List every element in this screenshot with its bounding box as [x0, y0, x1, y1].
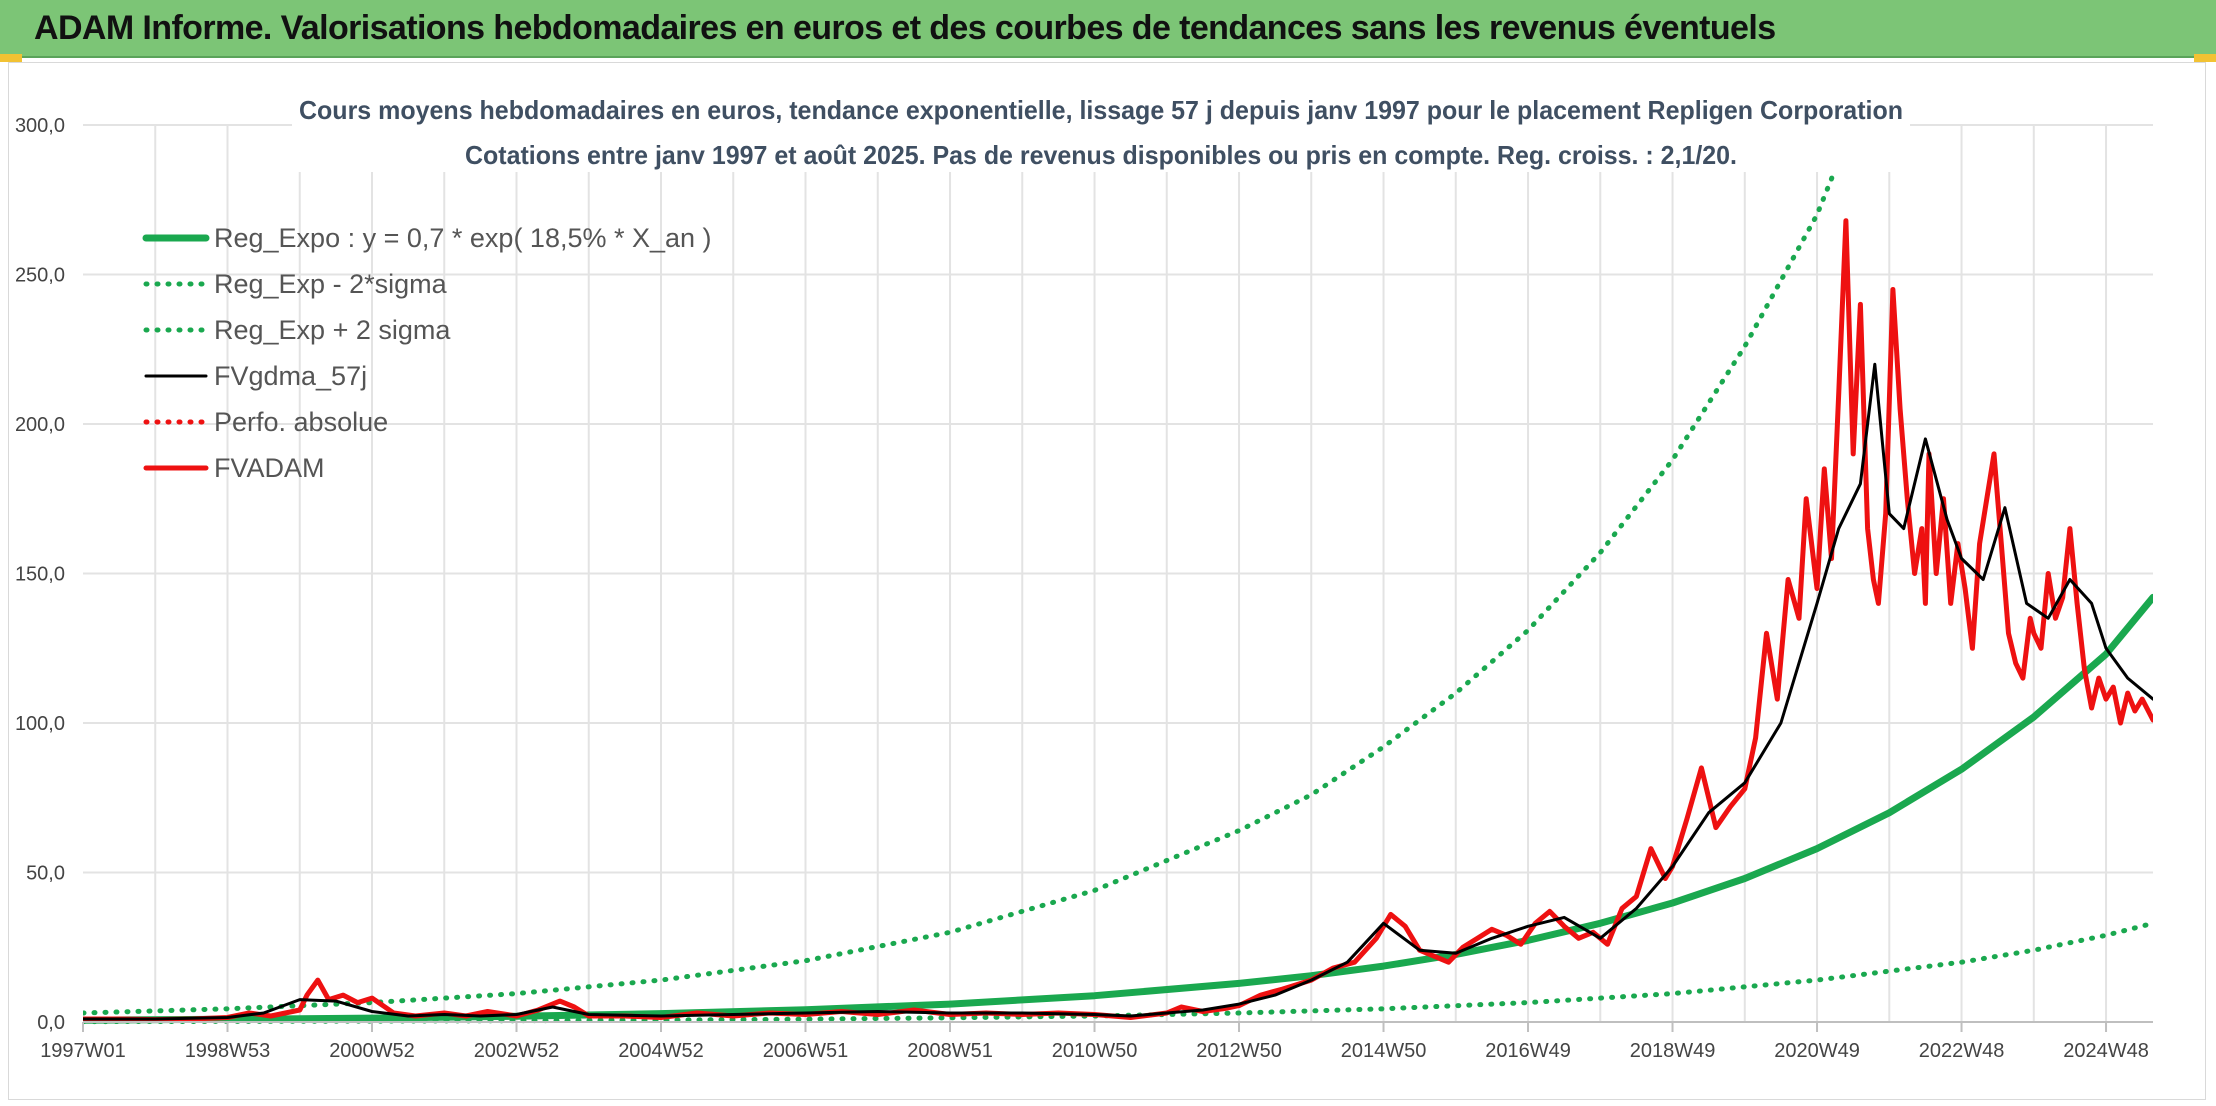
chart-frame — [8, 62, 2206, 1100]
chart-title: Cours moyens hebdomadaires en euros, ten… — [299, 95, 1903, 125]
legend-label: Reg_Exp + 2 sigma — [214, 315, 451, 345]
legend-label: Reg_Expo : y = 0,7 * exp( 18,5% * X_an ) — [214, 223, 712, 253]
legend-label: FVgdma_57j — [214, 361, 367, 391]
x-tick-label: 2018W49 — [1630, 1040, 1716, 1062]
series-line — [83, 218, 2153, 1023]
y-tick-label: 150,0 — [15, 564, 65, 586]
x-tick-label: 2022W48 — [1919, 1040, 2005, 1062]
x-tick-label: 1997W01 — [40, 1040, 126, 1062]
y-tick-label: 250,0 — [15, 265, 65, 287]
chart-subtitle: Cotations entre janv 1997 et août 2025. … — [465, 140, 1737, 170]
series-line — [83, 593, 2153, 1024]
y-tick-label: 100,0 — [15, 713, 65, 735]
axes: 0,0 50,0 100,0 150,0 200,0 250,0 300,0 1997W01 1… — [15, 115, 2153, 1062]
x-tick-label: 2024W48 — [2063, 1040, 2149, 1062]
header-accent-left — [0, 54, 22, 62]
y-tick-label: 200,0 — [15, 414, 65, 436]
x-tick-label: 2008W51 — [907, 1040, 993, 1062]
y-tick-label: 300,0 — [15, 115, 65, 137]
header-accent-right — [2194, 54, 2216, 62]
x-tick-label: 2010W50 — [1052, 1040, 1138, 1062]
x-tick-label: 2020W49 — [1774, 1040, 1860, 1062]
legend-label: Perfo. absolue — [214, 407, 388, 437]
y-tick-label: 50,0 — [26, 863, 65, 885]
report-header: ADAM Informe. Valorisations hebdomadaire… — [0, 0, 2216, 58]
x-tick-label: 2014W50 — [1341, 1040, 1427, 1062]
legend: Reg_Expo : y = 0,7 * exp( 18,5% * X_an )… — [142, 223, 712, 483]
series-line — [83, 920, 2153, 1025]
x-tick-label: 2004W52 — [618, 1040, 704, 1062]
x-tick-label: 2012W50 — [1196, 1040, 1282, 1062]
x-tick-label: 1998W53 — [185, 1040, 271, 1062]
y-tick-label: 0,0 — [37, 1012, 65, 1034]
report-title: ADAM Informe. Valorisations hebdomadaire… — [34, 9, 1776, 47]
x-tick-label: 2000W52 — [329, 1040, 415, 1062]
legend-label: Reg_Exp - 2*sigma — [214, 269, 448, 299]
title-background — [292, 92, 1910, 172]
chart-titles: Cours moyens hebdomadaires en euros, ten… — [292, 92, 1910, 172]
series-lines — [83, 125, 2153, 1025]
legend-label: FVADAM — [214, 453, 325, 483]
x-tick-label: 2002W52 — [474, 1040, 560, 1062]
series-line — [83, 362, 2153, 1021]
x-tick-label: 2006W51 — [763, 1040, 849, 1062]
x-tick-label: 2016W49 — [1485, 1040, 1571, 1062]
series-line — [83, 125, 1856, 1016]
